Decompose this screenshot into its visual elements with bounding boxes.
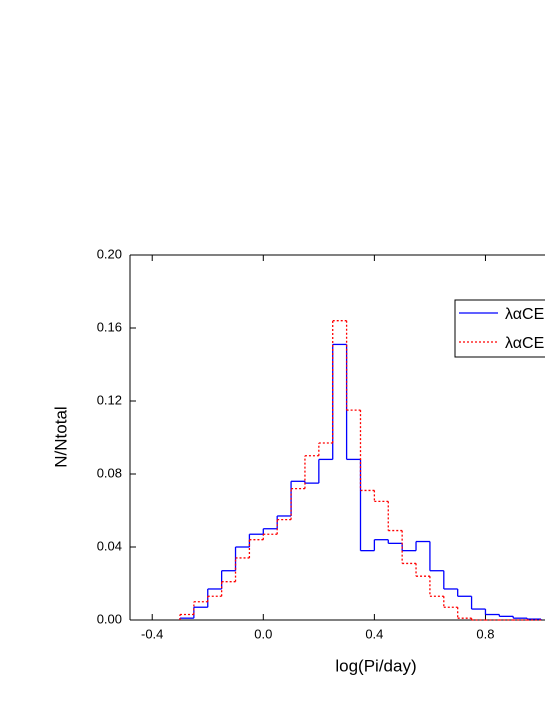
x-tick-label: 0.4 [365, 626, 383, 641]
y-tick-label: 0.08 [97, 465, 122, 480]
y-axis-label: N/Ntotal [51, 406, 70, 467]
y-tick-label: 0.20 [97, 246, 122, 261]
legend-label: λαCE= [505, 335, 545, 352]
y-tick-label: 0.00 [97, 611, 122, 626]
legend-box [454, 299, 545, 358]
x-tick-label: 0.0 [254, 626, 272, 641]
y-tick-label: 0.04 [97, 538, 122, 553]
x-axis-label: log(Pi/day) [335, 656, 416, 675]
x-tick-label: -0.4 [141, 626, 163, 641]
legend-label: λαCE= [505, 306, 545, 323]
y-tick-label: 0.12 [97, 392, 122, 407]
y-tick-label: 0.16 [97, 319, 122, 334]
x-tick-label: 0.8 [476, 626, 494, 641]
